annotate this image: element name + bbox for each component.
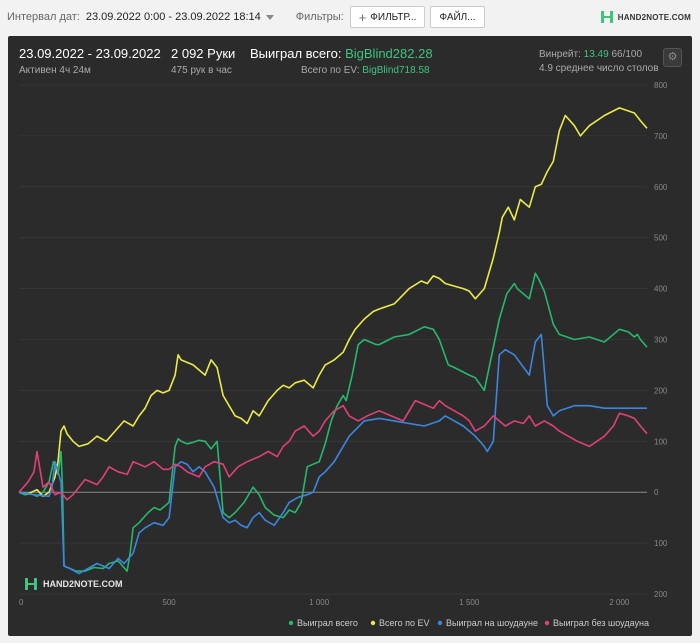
plus-icon: + [358,9,367,25]
file-button-label: ФАЙЛ... [439,11,476,23]
filters-label: Фильтры: [295,11,344,23]
hand2note-logo-icon [600,11,613,23]
date-interval-dropdown[interactable]: 23.09.2022 0:00 - 23.09.2022 18:14 [86,11,274,23]
legend-label: Всего по EV [379,618,429,628]
brand-logo-text: HAND2NOTE.COM [617,12,691,22]
y-tick-label: 100 [654,539,668,548]
chart-grid [19,84,647,595]
gear-icon: ⚙ [667,51,678,63]
legend: Выиграл всего Всего по EV Выиграл на шоуда… [288,618,649,628]
y-tick-label: 200 [654,386,668,395]
hands-per-hour: 475 рук в час [171,65,232,76]
ev-total-value: BigBlind718.58 [362,65,430,76]
y-tick-label: 800 [654,81,668,90]
y-axis-ticks: 200 100 0 100 200 300 400 500 600 700 800 [654,81,668,599]
toolbar: Интервал дат: 23.09.2022 0:00 - 23.09.20… [0,0,700,34]
brand-logo: HAND2NOTE.COM [600,10,691,24]
hands-count: 2 092 Руки [171,46,236,61]
ev-total-label: Всего по EV: [301,65,360,76]
watermark-text: HAND2NOTE.COM [43,579,123,589]
legend-marker [544,620,550,626]
y-tick-label: 200 [654,590,668,599]
winrate-label: Винрейт: [539,49,581,60]
y-tick-label: 0 [654,488,659,497]
active-time: Активен 4ч 24м [19,65,91,76]
hand2note-watermark-icon [25,578,37,590]
x-tick-label: 2 000 [609,598,630,607]
winrate: Винрейт: 13.49 66/100 [539,49,642,60]
legend-marker [370,620,376,626]
won-total-label: Выиграл всего: [250,46,342,61]
series-lines [18,107,648,575]
settings-button[interactable]: ⚙ [663,48,682,67]
legend-label: Выиграл всего [297,618,358,628]
filter-button[interactable]: + ФИЛЬТР... [349,6,426,28]
series-line-nonshowdown [18,399,648,501]
x-tick-label: 500 [162,598,176,607]
filter-button-label: ФИЛЬТР... [370,11,417,23]
y-tick-label: 100 [654,437,668,446]
legend-label: Выиграл без шоудауна [553,618,649,628]
y-tick-label: 300 [654,336,668,345]
legend-label: Выиграл на шоудауне [446,618,538,628]
y-tick-label: 500 [654,234,668,243]
y-tick-label: 400 [654,285,668,294]
x-axis-ticks: 0 500 1 000 1 500 2 000 [19,598,630,607]
x-tick-label: 1 500 [459,598,480,607]
won-total: Выиграл всего: BigBlind282.28 [250,46,433,61]
legend-marker [437,620,443,626]
ev-total: Всего по EV: BigBlind718.58 [301,65,430,76]
date-interval-value: 23.09.2022 0:00 - 23.09.2022 18:14 [85,11,261,23]
avg-tables: 4.9 среднее число столов [539,63,659,74]
y-tick-label: 600 [654,183,668,192]
x-tick-label: 1 000 [309,598,330,607]
winrate-suffix: 66/100 [611,49,643,60]
date-range-title: 23.09.2022 - 23.09.2022 [19,46,161,61]
series-line-won [18,272,648,572]
x-tick-label: 0 [19,598,24,607]
chart-watermark: HAND2NOTE.COM [24,577,123,591]
legend-marker [288,620,294,626]
series-line-showdown [18,333,647,575]
interval-label: Интервал дат: [7,11,80,23]
chevron-down-icon [265,14,274,20]
series-line-ev [18,107,648,498]
winrate-value: 13.49 [583,49,609,60]
won-total-value: BigBlind282.28 [345,46,433,61]
file-button[interactable]: ФАЙЛ... [430,6,485,28]
y-tick-label: 700 [654,132,668,141]
